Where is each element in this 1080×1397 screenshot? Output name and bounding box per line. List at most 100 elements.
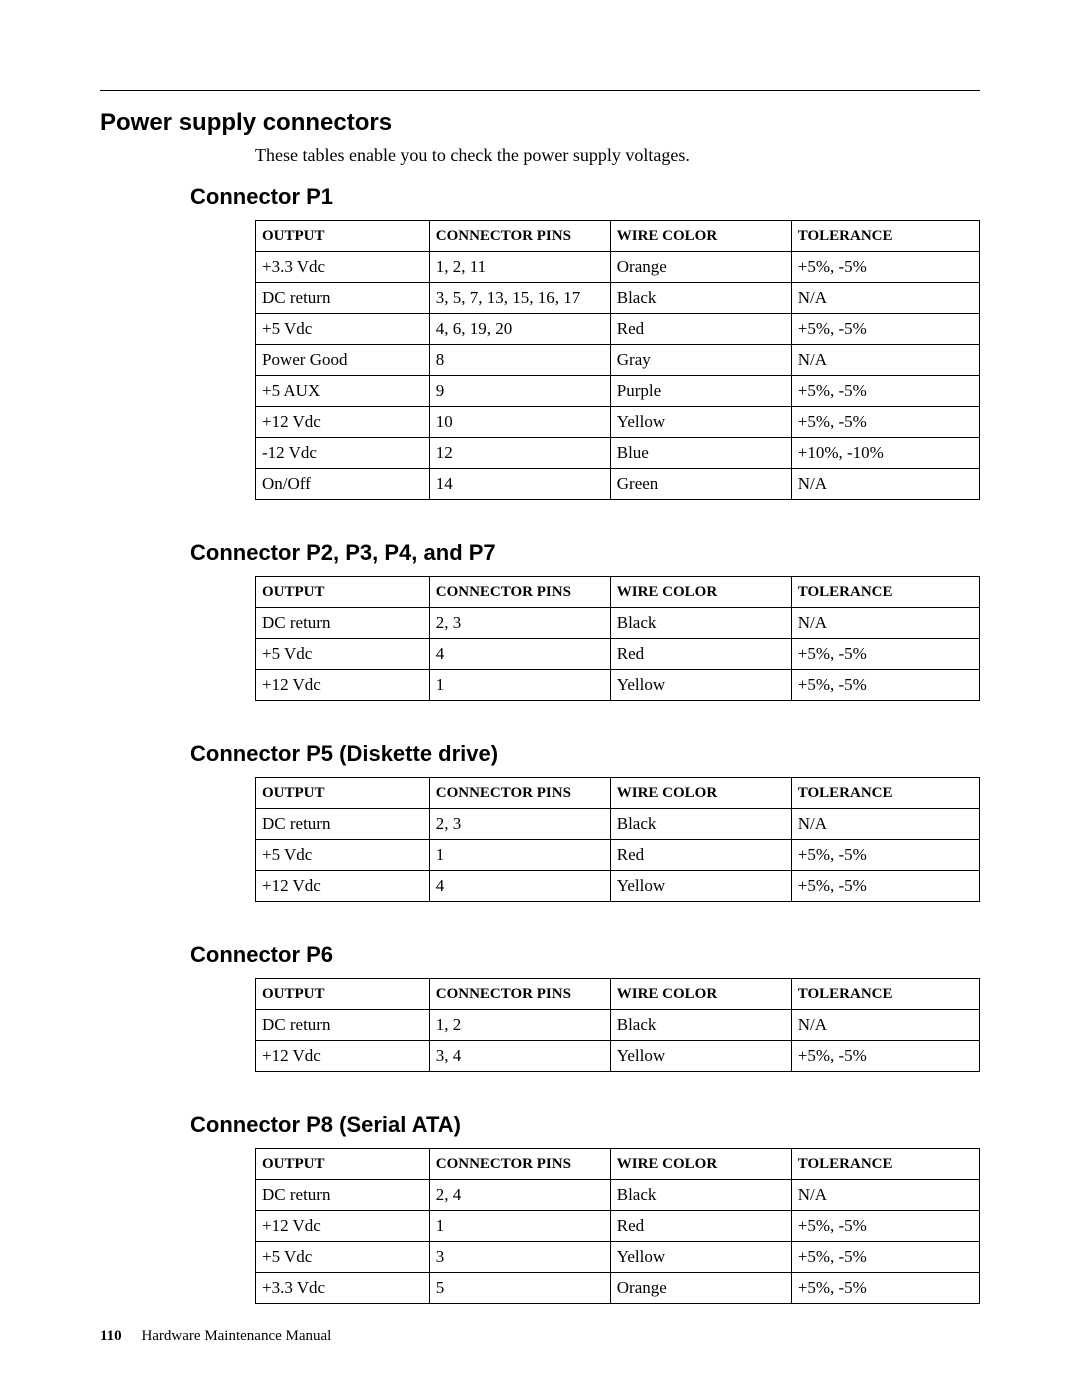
subsection-title: Connector P2, P3, P4, and P7 <box>190 540 980 566</box>
column-header: CONNECTOR PINS <box>429 979 610 1010</box>
table-cell: +3.3 Vdc <box>256 1273 430 1304</box>
table-cell: Black <box>610 1010 791 1041</box>
table-cell: 1 <box>429 1211 610 1242</box>
table-wrap: OUTPUTCONNECTOR PINSWIRE COLORTOLERANCED… <box>100 1148 980 1304</box>
table-row: +12 Vdc1Yellow+5%, -5% <box>256 670 980 701</box>
table-row: On/Off14GreenN/A <box>256 469 980 500</box>
table-cell: +12 Vdc <box>256 871 430 902</box>
table-row: +5 Vdc1Red+5%, -5% <box>256 840 980 871</box>
table-row: DC return2, 3BlackN/A <box>256 809 980 840</box>
table-cell: Power Good <box>256 345 430 376</box>
table-row: -12 Vdc12Blue+10%, -10% <box>256 438 980 469</box>
table-header-row: OUTPUTCONNECTOR PINSWIRE COLORTOLERANCE <box>256 979 980 1010</box>
connector-table: OUTPUTCONNECTOR PINSWIRE COLORTOLERANCED… <box>255 1148 980 1304</box>
table-cell: Red <box>610 1211 791 1242</box>
table-cell: N/A <box>791 608 979 639</box>
table-cell: 1, 2 <box>429 1010 610 1041</box>
table-row: +5 Vdc3Yellow+5%, -5% <box>256 1242 980 1273</box>
table-row: +12 Vdc1Red+5%, -5% <box>256 1211 980 1242</box>
page-number: 110 <box>100 1328 122 1344</box>
spacer <box>100 1304 980 1326</box>
column-header: CONNECTOR PINS <box>429 778 610 809</box>
table-header-row: OUTPUTCONNECTOR PINSWIRE COLORTOLERANCE <box>256 778 980 809</box>
table-cell: Yellow <box>610 871 791 902</box>
table-cell: +3.3 Vdc <box>256 252 430 283</box>
table-cell: DC return <box>256 608 430 639</box>
document-page: Power supply connectors These tables ena… <box>0 0 1080 1397</box>
table-row: +3.3 Vdc1, 2, 11Orange+5%, -5% <box>256 252 980 283</box>
table-row: +5 Vdc4Red+5%, -5% <box>256 639 980 670</box>
table-cell: N/A <box>791 1180 979 1211</box>
table-cell: +10%, -10% <box>791 438 979 469</box>
table-cell: +12 Vdc <box>256 1041 430 1072</box>
table-header-row: OUTPUTCONNECTOR PINSWIRE COLORTOLERANCE <box>256 221 980 252</box>
table-cell: Black <box>610 283 791 314</box>
table-cell: Red <box>610 639 791 670</box>
table-row: Power Good8GrayN/A <box>256 345 980 376</box>
table-cell: +5%, -5% <box>791 639 979 670</box>
table-cell: 14 <box>429 469 610 500</box>
table-cell: Yellow <box>610 1242 791 1273</box>
spacer <box>100 500 980 522</box>
table-wrap: OUTPUTCONNECTOR PINSWIRE COLORTOLERANCED… <box>100 777 980 902</box>
table-cell: On/Off <box>256 469 430 500</box>
column-header: CONNECTOR PINS <box>429 1149 610 1180</box>
table-cell: +5%, -5% <box>791 840 979 871</box>
table-cell: +5 AUX <box>256 376 430 407</box>
table-row: DC return2, 4BlackN/A <box>256 1180 980 1211</box>
connector-table: OUTPUTCONNECTOR PINSWIRE COLORTOLERANCED… <box>255 777 980 902</box>
table-cell: Red <box>610 840 791 871</box>
subsection-title: Connector P1 <box>190 184 980 210</box>
table-cell: 1, 2, 11 <box>429 252 610 283</box>
spacer <box>100 1072 980 1094</box>
table-wrap: OUTPUTCONNECTOR PINSWIRE COLORTOLERANCED… <box>100 978 980 1072</box>
table-cell: Purple <box>610 376 791 407</box>
column-header: TOLERANCE <box>791 979 979 1010</box>
table-cell: DC return <box>256 283 430 314</box>
table-cell: 4, 6, 19, 20 <box>429 314 610 345</box>
column-header: OUTPUT <box>256 778 430 809</box>
table-cell: +5%, -5% <box>791 1242 979 1273</box>
column-header: CONNECTOR PINS <box>429 221 610 252</box>
table-cell: 4 <box>429 871 610 902</box>
table-row: DC return3, 5, 7, 13, 15, 16, 17BlackN/A <box>256 283 980 314</box>
table-cell: DC return <box>256 1180 430 1211</box>
table-cell: +5 Vdc <box>256 314 430 345</box>
column-header: TOLERANCE <box>791 577 979 608</box>
table-row: +5 AUX9Purple+5%, -5% <box>256 376 980 407</box>
subsection-title: Connector P8 (Serial ATA) <box>190 1112 980 1138</box>
table-cell: +5%, -5% <box>791 871 979 902</box>
column-header: CONNECTOR PINS <box>429 577 610 608</box>
table-row: +12 Vdc4Yellow+5%, -5% <box>256 871 980 902</box>
connector-table: OUTPUTCONNECTOR PINSWIRE COLORTOLERANCED… <box>255 576 980 701</box>
table-wrap: OUTPUTCONNECTOR PINSWIRE COLORTOLERANCE+… <box>100 220 980 500</box>
table-cell: 2, 4 <box>429 1180 610 1211</box>
table-cell: +5%, -5% <box>791 252 979 283</box>
table-cell: +5%, -5% <box>791 1273 979 1304</box>
column-header: TOLERANCE <box>791 1149 979 1180</box>
tables-container: Connector P1OUTPUTCONNECTOR PINSWIRE COL… <box>100 184 980 1326</box>
table-cell: 2, 3 <box>429 608 610 639</box>
table-cell: Yellow <box>610 670 791 701</box>
table-cell: +5%, -5% <box>791 376 979 407</box>
table-row: +3.3 Vdc5Orange+5%, -5% <box>256 1273 980 1304</box>
table-header-row: OUTPUTCONNECTOR PINSWIRE COLORTOLERANCE <box>256 577 980 608</box>
column-header: WIRE COLOR <box>610 221 791 252</box>
column-header: TOLERANCE <box>791 778 979 809</box>
table-cell: 5 <box>429 1273 610 1304</box>
connector-table: OUTPUTCONNECTOR PINSWIRE COLORTOLERANCED… <box>255 978 980 1072</box>
column-header: OUTPUT <box>256 1149 430 1180</box>
table-cell: DC return <box>256 809 430 840</box>
intro-text: These tables enable you to check the pow… <box>100 145 980 166</box>
table-cell: 4 <box>429 639 610 670</box>
column-header: TOLERANCE <box>791 221 979 252</box>
table-row: +12 Vdc3, 4Yellow+5%, -5% <box>256 1041 980 1072</box>
table-cell: N/A <box>791 469 979 500</box>
table-cell: 2, 3 <box>429 809 610 840</box>
connector-table: OUTPUTCONNECTOR PINSWIRE COLORTOLERANCE+… <box>255 220 980 500</box>
table-cell: +12 Vdc <box>256 407 430 438</box>
table-cell: Black <box>610 1180 791 1211</box>
table-cell: -12 Vdc <box>256 438 430 469</box>
table-cell: +5 Vdc <box>256 840 430 871</box>
top-rule <box>100 90 980 91</box>
